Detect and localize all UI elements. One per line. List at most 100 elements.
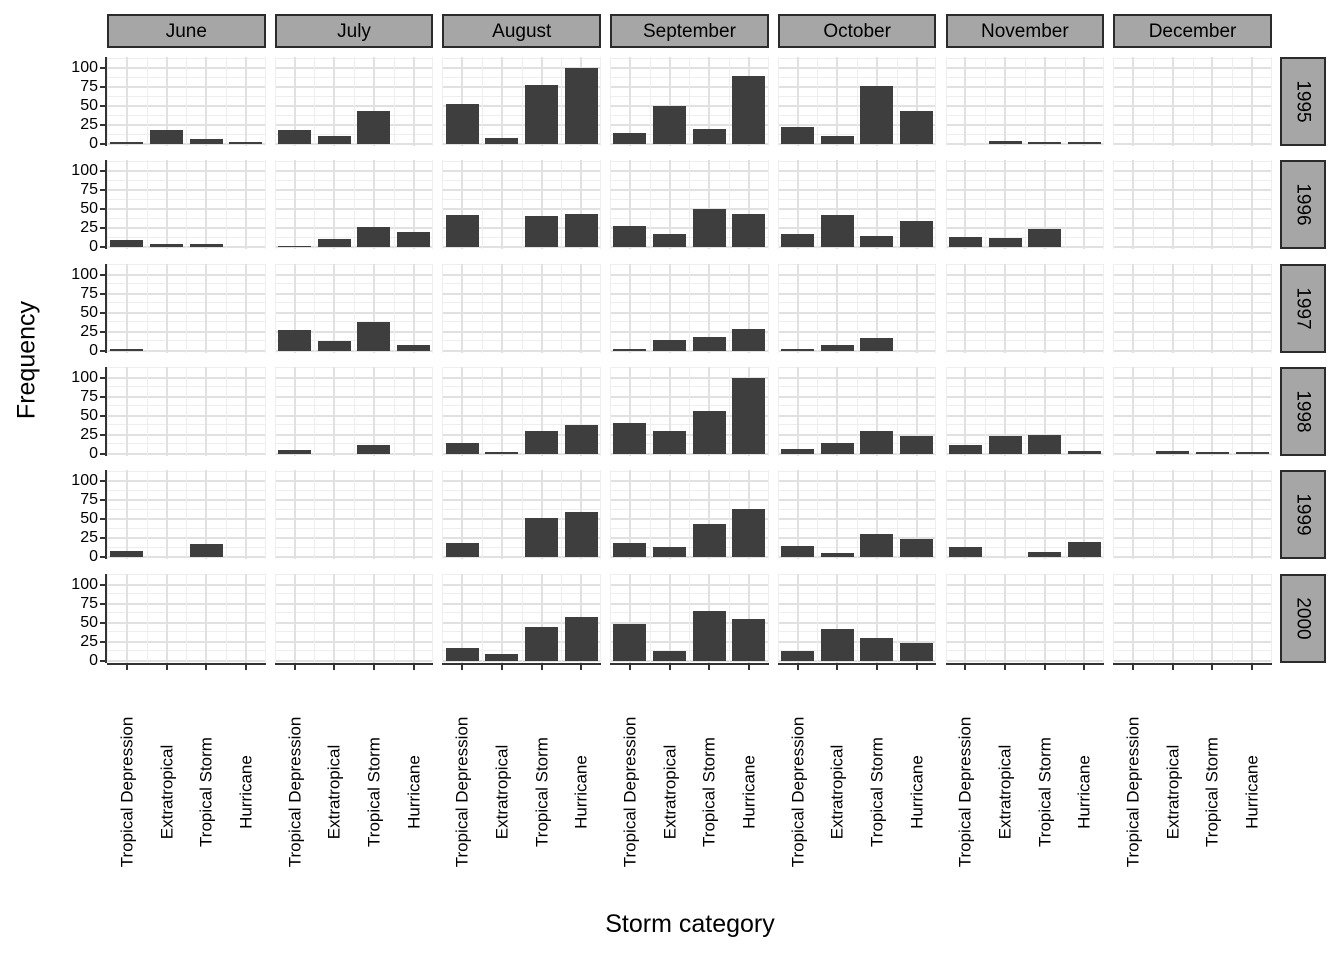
panel-september-1998 [610, 366, 769, 456]
gridline-major-v [1211, 366, 1214, 456]
gridline-major-v [875, 573, 878, 663]
gridline-minor-v [945, 263, 947, 353]
gridline-major-v [205, 57, 208, 146]
bar-tropical-depression [781, 349, 815, 351]
y-axis-tick [100, 452, 106, 455]
bar-tropical-storm [189, 244, 223, 248]
x-category-label-tropical-storm: Tropical Storm [196, 737, 216, 847]
gridline-minor-v [1103, 263, 1105, 353]
facet-strip-july: July [274, 14, 434, 48]
bar-tropical-depression [948, 444, 982, 454]
bar-tropical-depression [445, 648, 479, 661]
bar-tropical-depression [613, 226, 647, 248]
gridline-minor-v [689, 57, 691, 146]
gridline-minor-v [896, 366, 898, 456]
bar-tropical-depression [110, 142, 144, 144]
bar-tropical-depression [613, 132, 647, 144]
gridline-minor-v [1152, 573, 1154, 663]
gridline-minor-v [985, 263, 987, 353]
gridline-minor-v [896, 573, 898, 663]
gridline-major-v [125, 57, 128, 146]
gridline-minor-v [767, 263, 769, 353]
gridline-minor-v [107, 573, 108, 663]
y-axis-tick [100, 311, 106, 314]
gridline-minor-v [600, 57, 602, 146]
bar-hurricane [732, 213, 766, 248]
gridline-major-v [1251, 160, 1254, 250]
y-axis-tick [100, 583, 106, 586]
bar-hurricane [1067, 142, 1101, 144]
gridline-minor-v [689, 160, 691, 250]
bar-hurricane [900, 643, 934, 661]
gridline-minor-v [610, 57, 612, 146]
y-axis-tick [100, 537, 106, 540]
panel-november-1999 [945, 470, 1105, 560]
gridline-major-v [1171, 263, 1174, 353]
y-axis-tick [100, 67, 106, 69]
gridline-major-v [1004, 573, 1006, 663]
gridline-major-v [628, 160, 631, 250]
gridline-minor-v [393, 470, 395, 560]
gridline-major-v [500, 160, 503, 250]
gridline-minor-v [432, 263, 434, 353]
facet-strip-label: 2000 [1292, 596, 1314, 640]
gridline-minor-v [1232, 470, 1234, 560]
panel-july-1999 [274, 470, 434, 560]
gridline-minor-v [857, 160, 859, 250]
bar-hurricane [564, 68, 598, 144]
x-category-label-tropical-depression: Tropical Depression [955, 716, 975, 868]
bar-hurricane [564, 425, 598, 454]
gridline-major-v [964, 57, 967, 146]
gridline-minor-v [1232, 263, 1234, 353]
bar-extratropical [988, 140, 1022, 144]
panel-october-2000 [777, 573, 937, 663]
y-axis-tick [100, 621, 106, 624]
gridline-major-v [125, 470, 128, 560]
panel-august-1995 [442, 57, 602, 146]
y-tick-label: 75 [80, 594, 98, 612]
gridline-minor-v [1270, 263, 1272, 353]
bar-hurricane [229, 142, 263, 144]
gridline-minor-v [649, 57, 651, 146]
x-category-label-hurricane: Hurricane [1074, 755, 1094, 829]
gridline-minor-v [610, 160, 612, 250]
bar-extratropical [485, 653, 519, 661]
panel-june-1996 [107, 160, 266, 250]
y-axis-line [104, 366, 107, 456]
gridline-major-v [628, 470, 631, 560]
gridline-major-v [1043, 57, 1046, 146]
gridline-major-v [875, 160, 878, 250]
x-axis-line [274, 662, 434, 665]
gridline-minor-v [600, 573, 602, 663]
gridline-minor-v [1024, 57, 1026, 146]
gridline-major-v [333, 57, 336, 146]
gridline-minor-v [274, 263, 276, 353]
gridline-minor-v [1113, 470, 1115, 560]
bar-tropical-depression [278, 245, 312, 248]
gridline-minor-v [1152, 263, 1154, 353]
gridline-minor-v [729, 160, 731, 250]
facet-strip-october: October [777, 14, 937, 48]
gridline-major-v [1171, 57, 1174, 146]
y-axis-tick [100, 349, 106, 352]
x-axis-tick [1211, 665, 1214, 670]
facet-strip-label: 1999 [1292, 493, 1314, 536]
gridline-minor-v [1064, 160, 1066, 250]
gridline-major-v [1132, 57, 1135, 146]
x-category-label-tropical-storm: Tropical Storm [867, 737, 887, 847]
gridline-minor-v [857, 57, 859, 146]
gridline-major-v [1083, 470, 1086, 560]
panel-december-1997 [1113, 263, 1272, 353]
gridline-major-v [372, 470, 375, 560]
facet-strip-label: November [981, 20, 1069, 42]
bar-tropical-storm [692, 523, 726, 558]
y-tick-label: 75 [80, 491, 98, 509]
bar-extratropical [820, 443, 854, 454]
gridline-minor-v [817, 573, 819, 663]
bar-tropical-storm [692, 128, 726, 144]
gridline-minor-v [107, 470, 108, 560]
gridline-major-v [1004, 160, 1006, 250]
gridline-minor-v [649, 160, 651, 250]
gridline-major-v [668, 573, 671, 663]
y-axis-line [104, 470, 107, 560]
